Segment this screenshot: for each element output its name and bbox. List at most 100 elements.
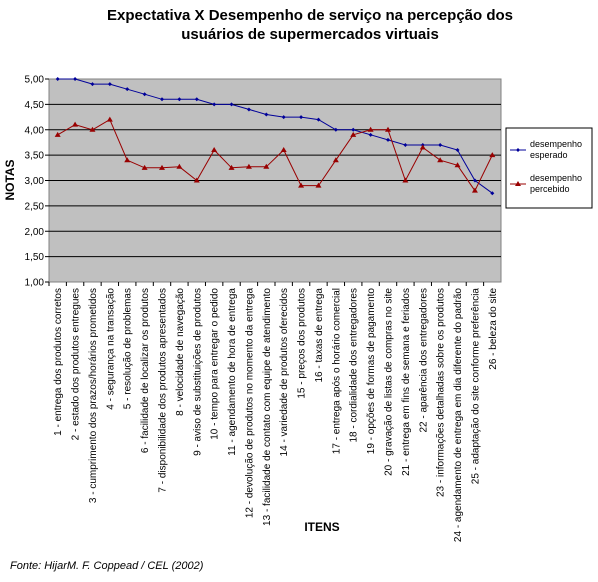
data-point (124, 157, 131, 163)
x-tick-label: 2 - estado dos produtos entregues (71, 288, 82, 440)
x-tick-label: 5 - resolução de problemas (123, 288, 134, 409)
gridlines (45, 78, 501, 286)
data-point (193, 177, 200, 183)
data-point (55, 77, 60, 81)
data-point (176, 163, 183, 169)
data-point (299, 115, 304, 120)
data-point (90, 82, 95, 87)
series-lines (54, 77, 496, 196)
x-tick-label: 19 - opções de formas de pagamento (366, 288, 377, 455)
data-point (437, 157, 444, 163)
data-point (333, 127, 338, 132)
y-tick-label: 4,00 (25, 125, 45, 136)
x-tick-label: 14 - variedade de produtos oferecidos (279, 288, 290, 456)
x-tick-label: 16 - taxas de entrega (314, 288, 325, 383)
y-tick-label: 4,50 (25, 100, 45, 111)
x-tick-label: 4 - segurança na transação (105, 288, 116, 410)
data-point (350, 131, 357, 137)
y-tick-label: 1,50 (25, 252, 45, 263)
data-point (142, 92, 147, 97)
data-point (316, 117, 321, 122)
data-point (403, 142, 408, 147)
data-point (332, 157, 339, 163)
data-point (438, 142, 443, 147)
data-point (281, 115, 286, 120)
x-tick-label: 26 - beleza do site (488, 288, 499, 370)
y-tick-label: 5,00 (25, 75, 45, 86)
data-point (177, 97, 182, 102)
data-point (455, 148, 460, 153)
legend-label-percebido-line-2: percebido (530, 184, 570, 194)
legend-label-esperado-line-1: desempenho (530, 139, 582, 149)
x-tick-label: 1 - entrega dos produtos corretos (53, 288, 64, 436)
legend-label-percebido-line-1: desempenho (530, 173, 582, 183)
x-tick-label: 10 - tempo para entregar o pedido (210, 288, 221, 440)
x-tick-label: 8 - velocidade de navegação (175, 288, 186, 416)
data-point (141, 164, 148, 170)
legend-label-esperado-line-2: esperado (530, 150, 568, 160)
data-point (264, 112, 269, 117)
data-point (73, 77, 78, 81)
x-tick-label: 21 - entrega em fins de semana e feriado… (401, 288, 412, 476)
x-tick-label: 9 - aviso de substituições de produtos (192, 288, 203, 456)
y-tick-label: 3,50 (25, 151, 45, 162)
data-point (385, 126, 391, 132)
y-axis-title: NOTAS (3, 159, 17, 200)
data-point (72, 121, 79, 127)
data-point (229, 102, 234, 107)
data-point (212, 102, 217, 107)
x-tick-label: 7 - disponibilidade dos produtos apresen… (158, 288, 169, 493)
data-point (246, 107, 251, 112)
y-tick-label: 1,00 (25, 278, 45, 289)
data-point (280, 147, 287, 153)
data-point (107, 82, 112, 87)
data-point (454, 162, 461, 168)
data-point (368, 132, 373, 137)
x-tick-label: 12 - devolução de produtos no momento da… (244, 288, 255, 519)
x-tick-label: 22 - aparência dos entregadores (418, 288, 429, 433)
x-tick-label: 23 - informações detalhadas sobre os pro… (436, 288, 447, 497)
x-tick-label: 15 - preços dos produtos (297, 288, 308, 399)
legend-marker-esperado (516, 148, 520, 152)
y-tick-labels: 1,00 1,50 2,00 2,50 3,00 3,50 4,00 4,50 5,00 (25, 75, 45, 289)
y-tick-label: 2,00 (25, 227, 45, 238)
legend-box (505, 127, 593, 209)
legend: desempenho esperado desempenho percebido (505, 127, 593, 209)
data-point (160, 97, 164, 102)
x-tick-label: 24 - agendamento de entrega em dia difer… (453, 288, 464, 543)
x-tick-label: 13 - facilidade de contato com equipe de… (262, 288, 273, 526)
data-point (211, 147, 218, 153)
y-tick-label: 2,50 (25, 201, 45, 212)
data-point (367, 126, 374, 132)
data-point (228, 164, 235, 170)
data-point (89, 126, 96, 132)
x-tick-label: 18 - cordialidade dos entregadores (349, 288, 360, 443)
x-tick-label: 6 - facilidade de localizar os produtos (140, 288, 151, 453)
chart-title-line-2: usuários de supermercados virtuais (181, 26, 439, 43)
legend-marker-percebido (515, 181, 521, 186)
x-tick-label: 3 - cumprimento dos prazos/horários prom… (88, 288, 99, 503)
data-point (402, 177, 409, 183)
data-point (471, 187, 478, 193)
y-tick-label: 3,00 (25, 176, 45, 187)
x-tick-label: 20 - gravação de listas de compras no si… (384, 288, 395, 476)
chart-title-line-1: Expectativa X Desempenho de serviço na p… (107, 7, 513, 24)
data-point (490, 191, 495, 196)
x-tick-label: 17 - entrega após o horário comercial (331, 288, 342, 454)
data-point (386, 137, 390, 142)
source-note: Fonte: HijarM. F. Coppead / CEL (2002) (10, 560, 204, 572)
data-point (245, 163, 252, 169)
data-point (298, 182, 305, 188)
data-point (489, 152, 496, 158)
x-tick-labels: 1 - entrega dos produtos corretos 2 - est… (53, 288, 499, 543)
data-point (125, 87, 130, 92)
data-point (194, 97, 199, 102)
x-axis-title: ITENS (304, 520, 339, 534)
data-point (54, 131, 61, 137)
data-point (351, 127, 356, 132)
data-point (106, 116, 113, 122)
series-line-0 (57, 78, 493, 194)
x-tick-label: 25 - adaptação do site conforme preferên… (470, 288, 481, 485)
x-tick-label: 11 - agendamento de hora de entrega (227, 288, 238, 456)
